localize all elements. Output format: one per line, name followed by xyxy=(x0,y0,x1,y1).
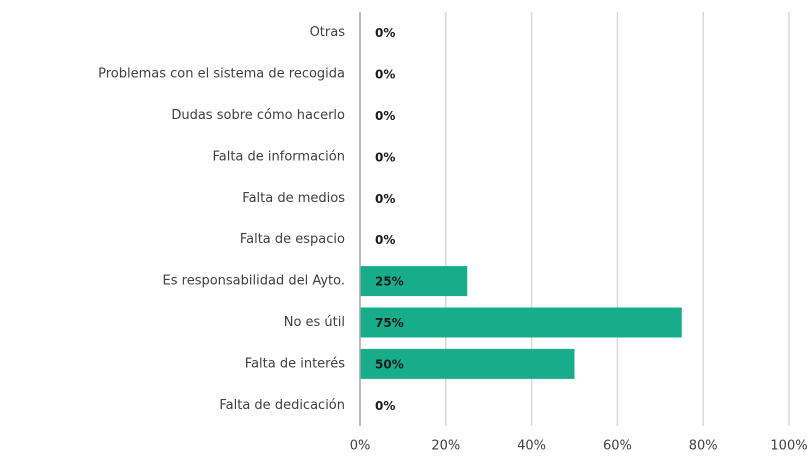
value-label: 25% xyxy=(375,275,404,289)
x-tick-label: 60% xyxy=(603,439,632,454)
value-label: 0% xyxy=(375,192,395,206)
value-label: 0% xyxy=(375,109,395,123)
value-label: 0% xyxy=(375,399,395,413)
y-tick-label: Falta de interés xyxy=(245,356,345,371)
x-tick-label: 80% xyxy=(689,439,718,454)
y-tick-label: Dudas sobre cómo hacerlo xyxy=(171,108,345,123)
value-label: 50% xyxy=(375,357,404,371)
y-tick-label: Otras xyxy=(310,25,346,40)
y-tick-label: No es útil xyxy=(284,315,345,330)
value-label: 0% xyxy=(375,26,395,40)
bar xyxy=(360,307,682,338)
y-tick-label: Es responsabilidad del Ayto. xyxy=(163,274,345,289)
y-tick-label: Problemas con el sistema de recogida xyxy=(98,67,345,82)
x-tick-label: 40% xyxy=(517,439,546,454)
bar xyxy=(360,348,575,379)
y-tick-label: Falta de dedicación xyxy=(219,398,345,413)
y-tick-label: Falta de espacio xyxy=(240,232,345,247)
x-tick-label: 0% xyxy=(350,439,371,454)
value-label: 0% xyxy=(375,68,395,82)
y-tick-label: Falta de medios xyxy=(242,191,345,206)
value-label: 0% xyxy=(375,150,395,164)
y-tick-label: Falta de información xyxy=(212,149,345,164)
value-label: 0% xyxy=(375,233,395,247)
x-tick-label: 20% xyxy=(431,439,460,454)
bar xyxy=(360,266,468,297)
x-tick-label: 100% xyxy=(770,439,807,454)
value-label: 75% xyxy=(375,316,404,330)
